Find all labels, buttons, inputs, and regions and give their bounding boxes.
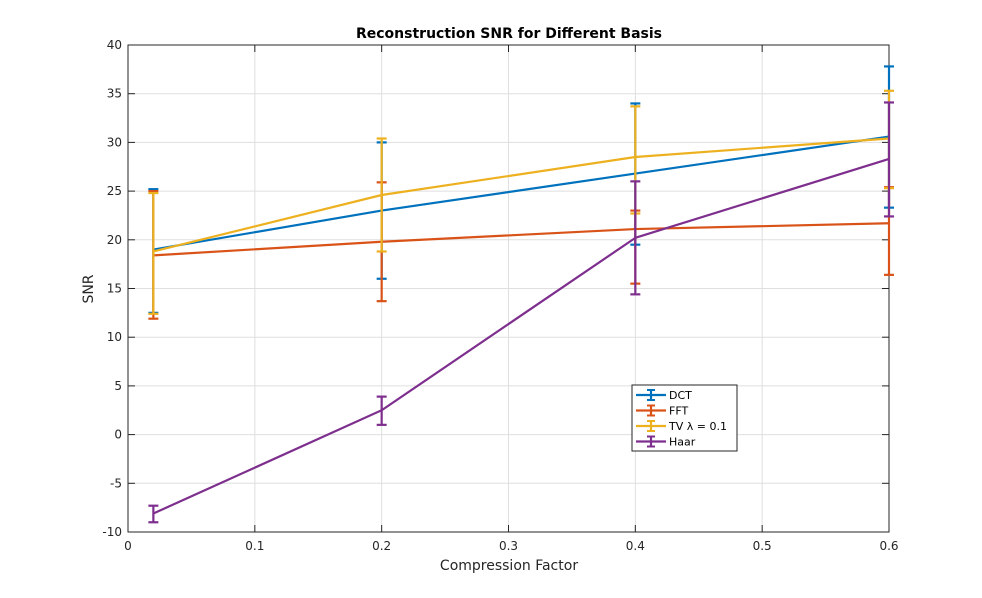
y-tick-label: 15 bbox=[107, 282, 122, 296]
legend-label: FFT bbox=[669, 405, 688, 418]
legend-item: Haar bbox=[636, 435, 696, 449]
legend: DCT FFT TV λ = 0.1 Haar bbox=[631, 384, 738, 452]
y-tick-label: 25 bbox=[107, 184, 122, 198]
plot-area: 0 0.1 0.2 0.3 0.4 0.5 0.6 -10 -5 0 5 10 15 20 25 30 35 40 bbox=[102, 38, 898, 553]
series-line bbox=[153, 135, 890, 251]
series-line bbox=[153, 137, 890, 253]
series-haar bbox=[148, 101, 894, 524]
legend-item: TV λ = 0.1 bbox=[636, 420, 727, 433]
y-axis-label: SNR bbox=[81, 274, 97, 303]
x-tick-label: 0.1 bbox=[245, 539, 264, 553]
y-tick-label: 5 bbox=[114, 379, 122, 393]
legend-item: FFT bbox=[636, 404, 688, 418]
series-group bbox=[148, 65, 894, 524]
y-tick-label: -10 bbox=[102, 525, 122, 539]
y-tick-label: 0 bbox=[114, 428, 122, 442]
y-tick-label: 40 bbox=[107, 38, 122, 52]
x-tick-label: 0.3 bbox=[499, 539, 518, 553]
y-tick-label: -5 bbox=[110, 476, 122, 490]
x-tick-label: 0.5 bbox=[753, 539, 772, 553]
y-tick-label: 20 bbox=[107, 233, 122, 247]
series-line bbox=[153, 222, 890, 257]
legend-label: DCT bbox=[669, 389, 692, 402]
x-tick-label: 0.6 bbox=[879, 539, 898, 553]
x-tick-label: 0 bbox=[124, 539, 132, 553]
y-tick-label: 30 bbox=[107, 135, 122, 149]
legend-label: TV λ = 0.1 bbox=[668, 420, 727, 433]
x-axis-label: Compression Factor bbox=[440, 558, 578, 574]
x-tick-label: 0.4 bbox=[626, 539, 645, 553]
chart-title: Reconstruction SNR for Different Basis bbox=[356, 26, 662, 42]
y-tick-label: 35 bbox=[107, 87, 122, 101]
y-tick-label: 10 bbox=[107, 330, 122, 344]
x-tick-label: 0.2 bbox=[372, 539, 391, 553]
series-line bbox=[152, 157, 890, 515]
legend-label: Haar bbox=[669, 436, 696, 449]
legend-item: DCT bbox=[636, 389, 692, 402]
